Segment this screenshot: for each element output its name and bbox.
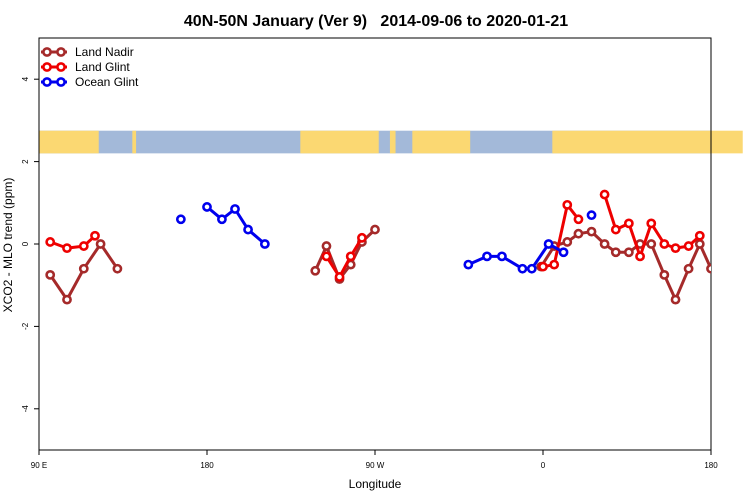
data-point-ocean-glint: [482, 251, 492, 262]
x-axis-label: Longitude: [349, 477, 402, 491]
data-point-land-glint: [62, 243, 72, 254]
series-layer: [45, 189, 750, 305]
series-line-land-glint: [49, 194, 701, 279]
data-point-land-nadir: [78, 263, 89, 274]
legend-item-land-nadir: Land Nadir: [41, 45, 134, 59]
data-point-ocean-glint: [217, 214, 227, 225]
y-tick-label: 2: [21, 159, 30, 164]
data-point-land-glint: [610, 224, 621, 235]
data-point-ocean-glint: [497, 251, 507, 262]
data-point-ocean-glint: [526, 263, 537, 274]
series-land-glint: [45, 189, 705, 282]
data-point-land-nadir: [610, 247, 621, 258]
x-tick-label: 90 E: [31, 461, 47, 470]
data-point-ocean-glint: [230, 204, 240, 214]
data-point-land-glint: [646, 218, 657, 229]
data-point-land-nadir: [45, 269, 56, 280]
legend-marker-ocean-glint: [42, 77, 52, 87]
map-land: [552, 130, 743, 154]
data-point-land-glint: [694, 230, 705, 241]
data-point-land-glint: [549, 259, 560, 270]
data-point-land-nadir: [683, 263, 694, 274]
data-point-ocean-glint: [558, 247, 569, 258]
data-point-land-glint: [321, 251, 332, 262]
map-land: [39, 130, 99, 154]
data-point-ocean-glint: [243, 224, 253, 235]
data-point-land-glint: [623, 218, 634, 229]
legend-marker-land-nadir: [42, 47, 52, 57]
x-tick-label: 180: [200, 461, 214, 470]
data-point-land-nadir: [95, 239, 106, 249]
data-point-land-nadir: [586, 226, 597, 237]
legend-label-land-nadir: Land Nadir: [75, 45, 134, 59]
y-tick-label: -4: [21, 405, 30, 413]
data-point-land-nadir: [694, 239, 705, 249]
legend-marker-ocean-glint: [56, 77, 66, 87]
data-point-land-nadir: [623, 247, 634, 258]
data-point-land-nadir: [659, 269, 670, 280]
data-point-land-glint: [573, 214, 584, 225]
data-point-land-nadir: [573, 228, 584, 239]
x-tick-label: 90 W: [366, 461, 385, 470]
legend-marker-land-glint: [42, 62, 52, 72]
legend-marker-land-glint: [56, 62, 66, 72]
data-point-land-glint: [90, 230, 100, 241]
map-land: [412, 130, 471, 154]
data-point-land-glint: [538, 261, 548, 272]
y-tick-label: -2: [21, 322, 30, 330]
x-tick-label: 0: [541, 461, 546, 470]
chart-title: 40N-50N January (Ver 9) 2014-09-06 to 20…: [184, 13, 568, 30]
y-tick-label: 0: [21, 241, 30, 246]
data-point-land-nadir: [310, 265, 321, 276]
data-point-ocean-glint: [175, 214, 186, 225]
map-strip: [39, 130, 743, 154]
data-point-land-glint: [659, 239, 670, 249]
legend-label-ocean-glint: Ocean Glint: [75, 75, 139, 89]
data-point-land-glint: [562, 199, 573, 210]
legend-item-ocean-glint: Ocean Glint: [41, 75, 139, 89]
data-point-land-nadir: [706, 263, 711, 274]
legend-label-land-glint: Land Glint: [75, 60, 130, 74]
data-point-land-glint: [45, 237, 56, 247]
series-ocean-glint: [175, 202, 750, 274]
data-point-land-nadir: [112, 263, 123, 274]
data-point-ocean-glint: [259, 239, 270, 249]
series-clip-group: [45, 189, 750, 305]
y-tick-label: 4: [21, 76, 30, 81]
map-land: [389, 130, 396, 154]
data-point-land-nadir: [599, 239, 610, 249]
data-point-ocean-glint: [517, 263, 528, 274]
data-point-land-glint: [683, 241, 694, 251]
map-land: [132, 130, 137, 154]
data-point-land-glint: [334, 272, 345, 282]
map-land: [300, 130, 379, 154]
data-point-land-nadir: [321, 241, 332, 251]
data-point-land-glint: [357, 232, 367, 243]
data-point-ocean-glint: [463, 259, 474, 270]
data-point-land-glint: [78, 241, 89, 251]
y-axis-label: XCO2 - MLO trend (ppm): [1, 178, 15, 313]
data-point-land-nadir: [370, 224, 380, 235]
data-point-land-nadir: [670, 294, 681, 305]
y-axis: -4 -2 0 2 4: [21, 76, 39, 412]
data-point-ocean-glint: [586, 210, 597, 221]
data-point-land-glint: [345, 251, 356, 262]
data-point-ocean-glint: [202, 202, 212, 212]
legend-item-land-glint: Land Glint: [41, 60, 130, 74]
data-point-land-nadir: [646, 239, 657, 249]
data-point-land-glint: [599, 189, 610, 200]
x-tick-label: 180: [704, 461, 718, 470]
data-point-land-glint: [670, 243, 681, 254]
data-point-land-nadir: [562, 237, 573, 247]
data-point-land-glint: [635, 251, 645, 262]
data-point-ocean-glint: [543, 239, 554, 249]
data-point-land-nadir: [62, 294, 72, 305]
x-axis: 90 E 180 90 W 0 180: [31, 450, 718, 470]
legend-marker-land-nadir: [56, 47, 66, 57]
